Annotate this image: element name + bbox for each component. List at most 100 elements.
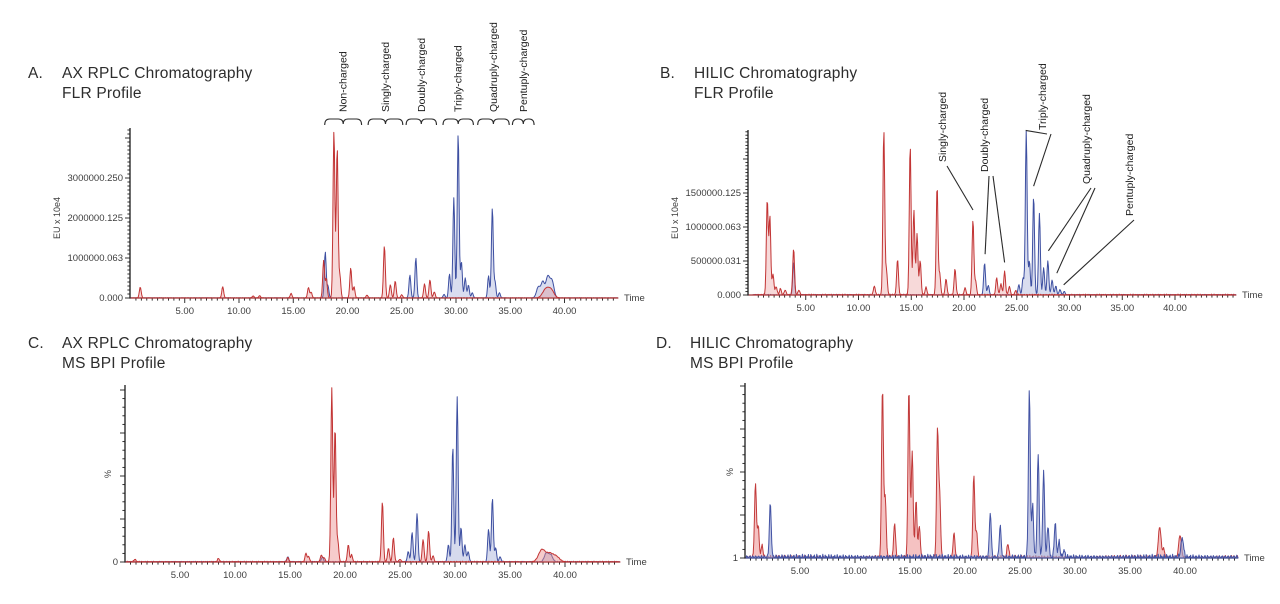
y-axis-label: EU x 10e4 (52, 197, 62, 239)
group-bracket (511, 118, 535, 126)
x-axis-label: Time (1244, 553, 1265, 564)
panel-a-title-line2: FLR Profile (62, 85, 142, 102)
panel-b-title-line1: HILIC Chromatography (694, 65, 858, 82)
trace-blue (130, 135, 619, 299)
panel-d-plot: 1% 5.00 10.00 15.00 20.00 25.00 30.00 35.00 40.0… (725, 383, 1265, 577)
x-tick-label: 35.00 (1118, 566, 1142, 577)
leader-line (984, 175, 990, 255)
panel-a-title-line1: AX RPLC Chromatography (62, 65, 253, 82)
annotation-label: Non-charged (338, 51, 350, 112)
group-bracket (442, 118, 474, 126)
y-tick-label: 1 (733, 553, 738, 564)
y-tick-label: 1500000.125 (686, 188, 741, 199)
trace-red (130, 131, 619, 299)
x-tick-label: 25.00 (388, 570, 412, 581)
group-bracket (367, 118, 404, 126)
x-tick-label: 40.00 (553, 306, 577, 317)
y-axis-label: % (103, 470, 113, 478)
panel-a-plot: 0.000 1000000.063 2000000.125 3000000.250 EU… (52, 22, 645, 317)
trace-red (748, 132, 1237, 296)
axes (747, 130, 1236, 296)
x-axis-label: Time (624, 293, 645, 304)
x-tick-label: 30.00 (443, 570, 467, 581)
panel-d-title-text: HILIC Chromatography MS BPI Profile (690, 334, 853, 374)
leader-line (1025, 129, 1048, 135)
x-tick-label: 30.00 (1058, 303, 1082, 314)
y-tick-label: 0 (113, 557, 118, 568)
panel-c-plot: 0% 5.00 10.00 15.00 20.00 25.00 30.00 35.00 40.0… (103, 385, 647, 581)
panel-d-letter: D. (656, 335, 672, 352)
annotation-label: Singly-charged (380, 42, 392, 112)
annotation-label: Doubly-charged (416, 38, 428, 112)
x-tick-label: 10.00 (847, 303, 871, 314)
y-tick-label: 1000000.063 (686, 222, 741, 233)
axes (124, 385, 620, 563)
annotation-label: Pentuply-charged (1124, 134, 1136, 216)
x-tick-label: 25.00 (1008, 566, 1032, 577)
x-tick-label: 35.00 (498, 306, 522, 317)
x-tick-label: 15.00 (899, 303, 923, 314)
x-tick-label: 5.00 (171, 570, 190, 581)
x-tick-label: 30.00 (444, 306, 468, 317)
trace-red (745, 393, 1239, 559)
x-tick-label: 15.00 (281, 306, 305, 317)
x-tick-label: 25.00 (390, 306, 414, 317)
x-tick-label: 40.00 (553, 570, 577, 581)
annotation-label: Triply-charged (1037, 63, 1049, 130)
annotation-label: Doubly-charged (979, 98, 991, 172)
trace-red (125, 387, 621, 563)
x-tick-label: 5.00 (797, 303, 816, 314)
annotation-label: Triply-charged (453, 45, 465, 112)
y-axis-label: % (725, 468, 735, 476)
x-axis-label: Time (1242, 290, 1263, 301)
leader-line (992, 175, 1006, 263)
panel-c-title-text: AX RPLC Chromatography MS BPI Profile (62, 334, 252, 374)
x-tick-label: 25.00 (1005, 303, 1029, 314)
x-tick-label: 15.00 (898, 566, 922, 577)
panel-b-title-line2: FLR Profile (694, 85, 774, 102)
annotation-label: Singly-charged (937, 92, 949, 162)
x-tick-label: 10.00 (227, 306, 251, 317)
panel-b-title: B. HILIC Chromatography FLR Profile (660, 64, 857, 104)
x-tick-label: 20.00 (952, 303, 976, 314)
x-tick-label: 10.00 (223, 570, 247, 581)
x-tick-label: 5.00 (791, 566, 810, 577)
y-axis-label: EU x 10e4 (670, 197, 680, 239)
y-tick-label: 3000000.250 (68, 173, 123, 184)
trace-blue (748, 130, 1237, 296)
panel-b-title-text: HILIC Chromatography FLR Profile (694, 64, 857, 104)
x-axis-label: Time (626, 557, 647, 568)
panel-c-letter: C. (28, 335, 44, 352)
x-tick-label: 40.00 (1163, 303, 1187, 314)
x-tick-label: 15.00 (278, 570, 302, 581)
panel-b-letter: B. (660, 65, 676, 82)
panel-b-plot: 0.000 500000.031 1000000.063 1500000.125 EU … (670, 63, 1263, 314)
leader-line (1056, 187, 1096, 274)
y-tick-label: 2000000.125 (68, 213, 123, 224)
y-tick-label: 1000000.063 (68, 253, 123, 264)
axes (129, 128, 618, 299)
x-tick-label: 35.00 (1110, 303, 1134, 314)
x-tick-label: 35.00 (498, 570, 522, 581)
trace-blue (745, 390, 1239, 559)
panel-c-title-line2: MS BPI Profile (62, 355, 166, 372)
panel-a-title-text: AX RPLC Chromatography FLR Profile (62, 64, 252, 104)
annotation-label: Quadruply-charged (488, 22, 500, 112)
x-tick-label: 20.00 (336, 306, 360, 317)
panel-d-title: D. HILIC Chromatography MS BPI Profile (656, 334, 853, 374)
x-tick-label: 5.00 (176, 306, 195, 317)
panel-d-title-line1: HILIC Chromatography (690, 335, 854, 352)
panel-c-title: C. AX RPLC Chromatography MS BPI Profile (28, 334, 252, 374)
leader-line (946, 165, 974, 211)
x-tick-label: 20.00 (333, 570, 357, 581)
trace-blue (125, 396, 621, 563)
leader-line (1047, 187, 1092, 252)
y-tick-label: 500000.031 (691, 256, 741, 267)
x-tick-label: 30.00 (1063, 566, 1087, 577)
leader-line (1033, 133, 1052, 187)
group-bracket (477, 118, 510, 126)
panel-d-title-line2: MS BPI Profile (690, 355, 794, 372)
leader-line (1063, 219, 1135, 286)
